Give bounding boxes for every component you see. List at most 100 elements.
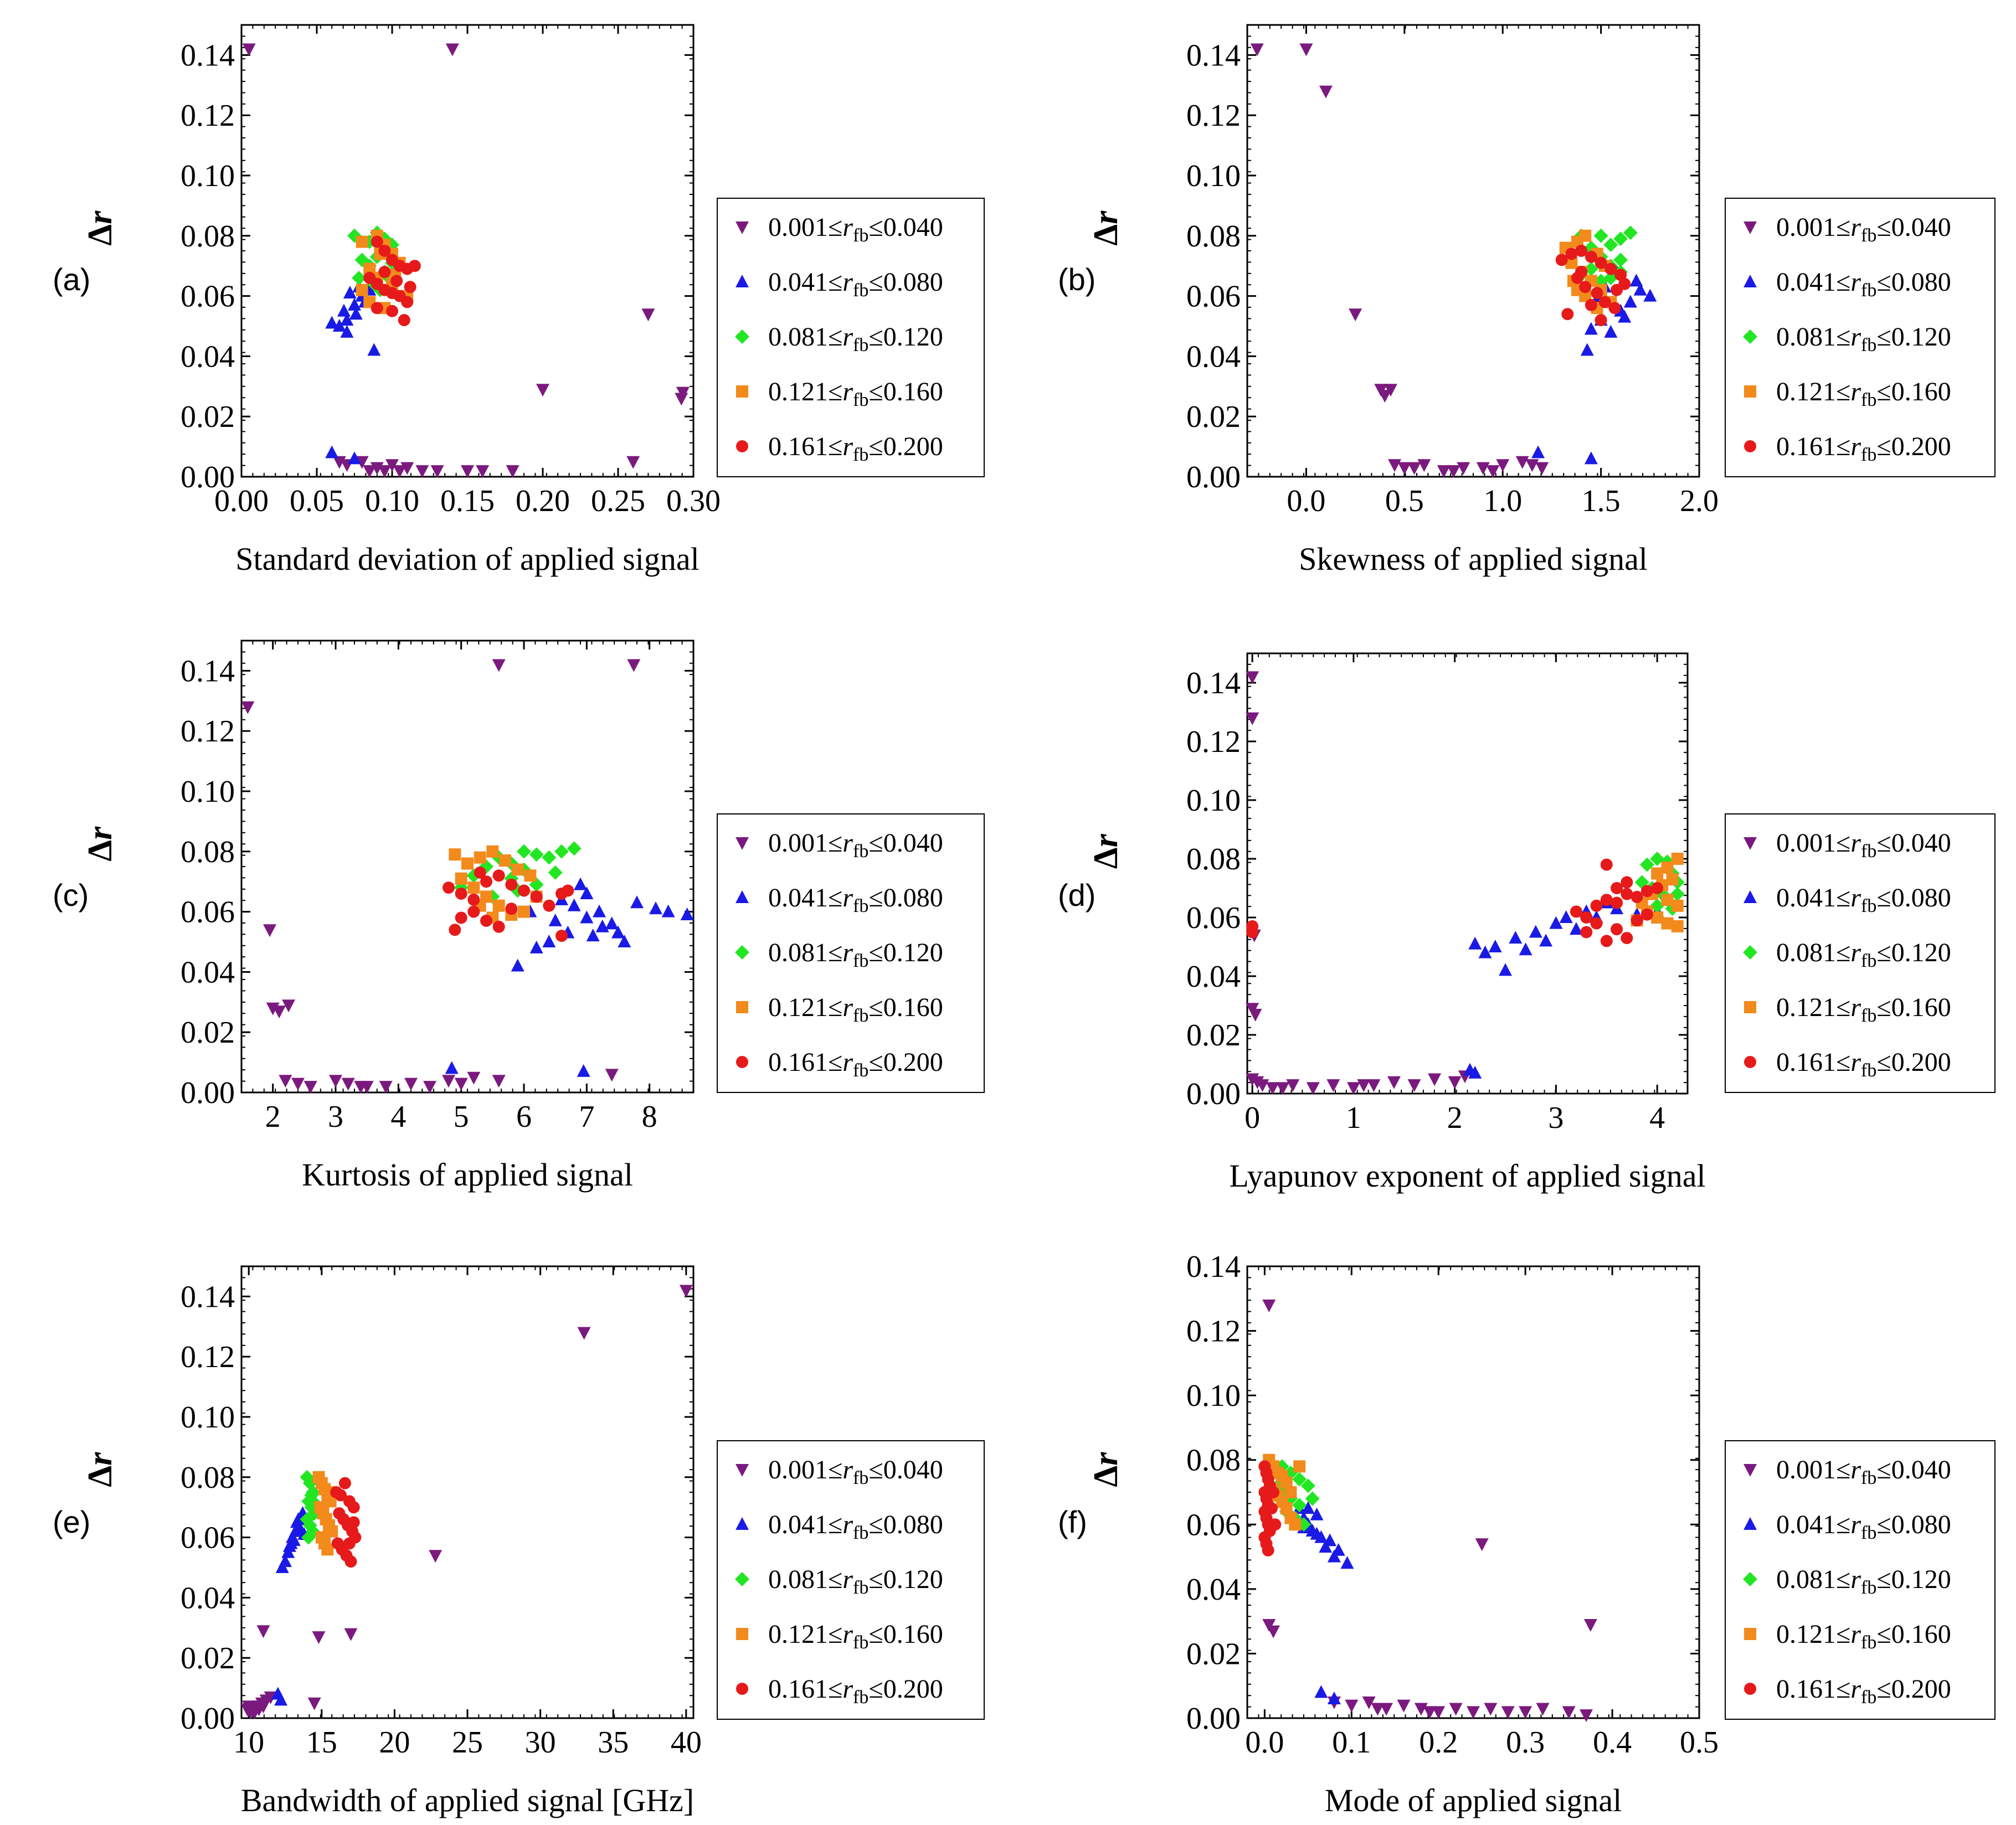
data-point [641, 308, 655, 322]
y-tick-label: 0.08 [181, 1461, 235, 1495]
data-point [1357, 1079, 1371, 1092]
scatter-points [240, 1285, 693, 1720]
legend-label: 0.001≤rfb≤0.040 [768, 1455, 943, 1488]
panel-label: (a) [53, 262, 90, 297]
data-point [586, 929, 600, 942]
data-point [1397, 462, 1411, 475]
data-point [240, 1703, 254, 1716]
x-tick-label: 0.4 [1593, 1725, 1632, 1760]
x-tick-label: 40 [671, 1725, 702, 1760]
y-tick-label: 0.10 [181, 775, 235, 809]
data-point [562, 884, 574, 897]
data-point [1280, 1502, 1293, 1515]
data-point [1585, 298, 1597, 311]
data-point [480, 875, 492, 888]
legend-label: 0.161≤rfb≤0.200 [1776, 1674, 1951, 1708]
x-tick-label: 6 [516, 1100, 532, 1134]
series-5 [330, 1477, 362, 1568]
data-point [1608, 302, 1621, 315]
y-tick-label: 0.10 [1186, 783, 1241, 818]
legend-marker [1743, 945, 1757, 960]
x-tick-label: 2 [1447, 1101, 1463, 1135]
data-point [1562, 1706, 1576, 1719]
data-point [1621, 888, 1633, 900]
data-point [348, 297, 361, 311]
data-point [1584, 451, 1598, 465]
x-tick-label: 10 [233, 1725, 264, 1760]
x-tick-label: 8 [642, 1100, 657, 1134]
data-point [1310, 1527, 1324, 1540]
data-point [349, 307, 363, 320]
data-point [1346, 1082, 1360, 1095]
data-point [1314, 1685, 1328, 1698]
data-point [1591, 287, 1603, 300]
legend-label: 0.121≤rfb≤0.160 [768, 1620, 943, 1653]
y-tick-label: 0.02 [1186, 400, 1241, 434]
legend-marker [736, 1683, 748, 1695]
data-point [1623, 295, 1637, 308]
data-point [1306, 1082, 1320, 1095]
data-point [467, 893, 480, 906]
data-point [455, 872, 467, 885]
data-point [1536, 1703, 1550, 1716]
legend-marker [1744, 1628, 1756, 1640]
legend: 0.001≤rfb≤0.040 0.041≤rfb≤0.080 0.081≤rfb≤… [717, 198, 985, 477]
legend: 0.001≤rfb≤0.040 0.041≤rfb≤0.080 0.081≤rfb≤… [1725, 1440, 1996, 1720]
data-point [1331, 1543, 1345, 1556]
y-axis-label: Δr [81, 210, 119, 246]
data-point [1580, 926, 1593, 939]
data-point [1639, 857, 1654, 872]
y-tick-label: 0.04 [1186, 1573, 1241, 1607]
y-tick-label: 0.08 [181, 219, 235, 254]
x-tick-label: 0.5 [1680, 1725, 1719, 1760]
legend-label: 0.161≤rfb≤0.200 [1776, 1048, 1951, 1081]
data-point [517, 844, 531, 859]
data-point [492, 920, 505, 933]
legend-label: 0.161≤rfb≤0.200 [1776, 432, 1951, 465]
y-tick-label: 0.04 [1186, 960, 1241, 994]
data-point [442, 1075, 455, 1088]
legend-marker [736, 440, 748, 452]
data-point [1650, 898, 1665, 913]
data-point [1367, 1079, 1381, 1092]
data-point [1484, 1703, 1498, 1716]
data-point [1280, 1476, 1293, 1489]
data-point [1565, 256, 1578, 269]
data-point [344, 1628, 358, 1641]
legend-marker [1744, 890, 1757, 903]
data-point [1267, 1625, 1280, 1638]
legend-label: 0.081≤rfb≤0.120 [768, 938, 943, 971]
data-point [1319, 85, 1333, 99]
data-point [1559, 910, 1573, 923]
data-point [1265, 1502, 1278, 1515]
data-point [454, 1078, 468, 1091]
data-point [1488, 940, 1502, 952]
legend-marker [735, 329, 749, 344]
data-point [467, 905, 480, 918]
legend-label: 0.121≤rfb≤0.160 [1776, 993, 1951, 1026]
data-point [379, 1081, 393, 1094]
y-tick-label: 0.06 [181, 280, 235, 314]
x-tick-label: 20 [379, 1725, 410, 1760]
data-point [378, 266, 391, 279]
data-point [548, 865, 563, 880]
y-tick-label: 0.08 [181, 835, 235, 869]
x-tick-label: 0.25 [591, 484, 645, 518]
data-point [1349, 308, 1362, 322]
y-tick-label: 0.00 [181, 1076, 235, 1110]
y-tick-label: 0.02 [181, 1641, 235, 1676]
data-point [354, 1081, 368, 1094]
x-tick-label: 0.0 [1245, 1725, 1284, 1760]
data-point [505, 903, 518, 915]
data-point [329, 1075, 342, 1088]
x-tick-label: 30 [525, 1725, 556, 1760]
data-point [1515, 456, 1529, 469]
legend-marker [1744, 1464, 1757, 1477]
panel-label: (d) [1058, 878, 1096, 912]
legend-marker [1744, 1056, 1756, 1068]
data-point [1378, 390, 1392, 403]
legend-label: 0.041≤rfb≤0.080 [768, 883, 943, 916]
legend: 0.001≤rfb≤0.040 0.041≤rfb≤0.080 0.081≤rfb≤… [1725, 198, 1996, 477]
data-point [408, 260, 421, 272]
